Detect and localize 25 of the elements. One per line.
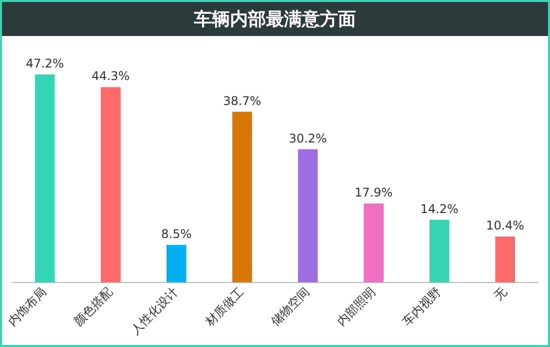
x-tick-label: 人性化设计 bbox=[128, 284, 181, 338]
bar bbox=[298, 149, 318, 282]
bar bbox=[430, 220, 450, 282]
data-label: 30.2% bbox=[288, 131, 327, 146]
bar bbox=[166, 244, 186, 282]
x-tick-label: 内饰布局 bbox=[5, 284, 50, 329]
x-tick-label: 储物空间 bbox=[268, 284, 312, 329]
x-tick-label: 内部照明 bbox=[334, 284, 378, 329]
data-label: 10.4% bbox=[486, 218, 524, 233]
data-label: 44.3% bbox=[92, 69, 130, 84]
data-label: 38.7% bbox=[223, 94, 262, 108]
bar bbox=[232, 112, 252, 282]
bar bbox=[100, 87, 120, 282]
data-label: 8.5% bbox=[161, 227, 192, 242]
x-tick-label: 材质做工 bbox=[202, 284, 246, 330]
data-label: 14.2% bbox=[420, 202, 458, 216]
data-label: 47.2% bbox=[26, 56, 64, 70]
x-tick-label: 车内视野 bbox=[400, 284, 444, 329]
data-label: 17.9% bbox=[354, 186, 393, 200]
x-tick-label: 颜色搭配 bbox=[71, 284, 115, 329]
bar bbox=[364, 203, 384, 282]
bar bbox=[35, 74, 55, 282]
chart-title: 车辆内部最满意方面 bbox=[2, 2, 548, 36]
bar bbox=[495, 236, 515, 282]
x-tick-label: 无 bbox=[491, 284, 510, 304]
